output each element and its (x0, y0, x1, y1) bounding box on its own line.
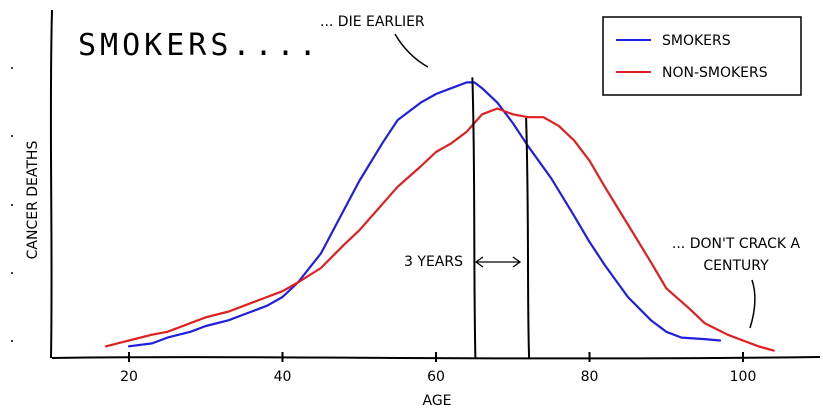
y-tick-4 (11, 340, 13, 342)
x-axis-title: AGE (422, 393, 451, 409)
x-tick-label-80: 80 (581, 369, 599, 385)
y-tick-2 (11, 204, 13, 206)
series-layer (104, 81, 775, 352)
series-line-smokers (127, 81, 722, 348)
legend-label-non-smokers: NON-SMOKERS (662, 65, 768, 81)
markers-layer (471, 77, 531, 359)
x-axis-ticks: 20 40 60 80 100 (120, 352, 756, 385)
y-axis-title: CANCER DEATHS (25, 141, 41, 260)
x-tick-label-20: 20 (120, 369, 138, 385)
x-tick-label-40: 40 (274, 369, 292, 385)
annotation-dont-crack-line-2: CENTURY (703, 258, 769, 274)
annotation-die-earlier-pointer (394, 33, 429, 68)
legend-label-smokers: SMOKERS (662, 33, 731, 49)
y-tick-3 (11, 272, 13, 274)
non-smokers-peak-line (525, 117, 531, 359)
y-axis (49, 9, 53, 359)
x-tick-label-100: 100 (730, 369, 757, 385)
y-axis-ticks (11, 67, 13, 342)
smokers-peak-line (471, 77, 477, 359)
annotation-dont-crack-line-1: ... DON'T CRACK A (672, 236, 801, 252)
annotation-die-earlier: ... DIE EARLIER (320, 14, 425, 30)
y-tick-0 (11, 67, 13, 69)
interval-arrow (474, 256, 522, 268)
series-line-non-smokers (104, 107, 775, 352)
chart-title: SMOKERS.... (78, 28, 321, 63)
interval-label: 3 YEARS (404, 254, 463, 270)
legend: SMOKERS NON-SMOKERS (602, 16, 802, 96)
legend-box (602, 16, 802, 96)
x-axis (51, 356, 821, 360)
x-tick-label-60: 60 (427, 369, 445, 385)
y-tick-1 (11, 135, 13, 137)
annotation-dont-crack-pointer (749, 279, 756, 329)
